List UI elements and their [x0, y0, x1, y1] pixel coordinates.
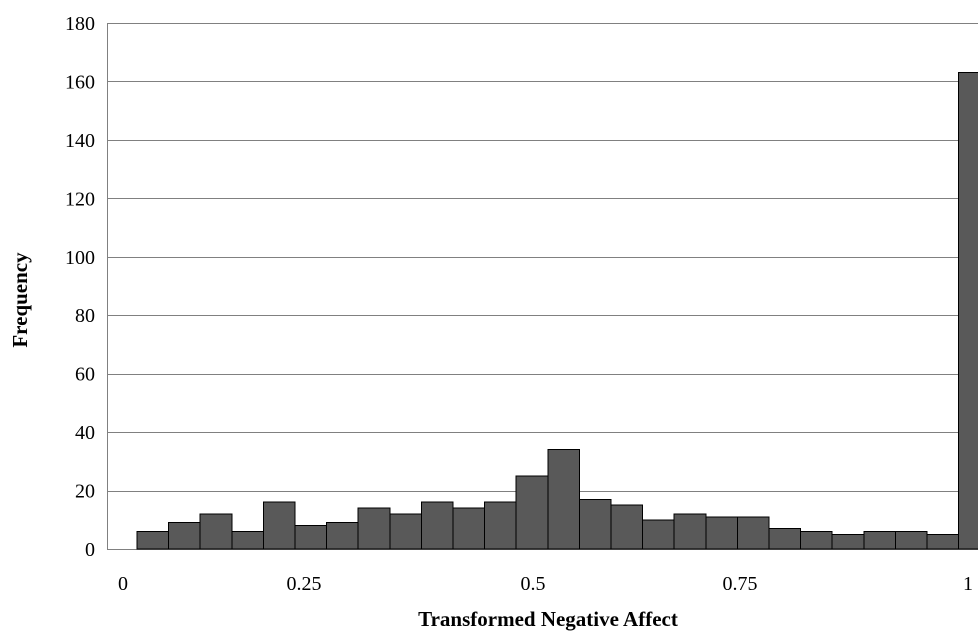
y-tick-label: 120 [65, 188, 95, 210]
histogram-bar [420, 501, 454, 550]
y-tick-label: 0 [85, 539, 95, 561]
histogram-bar [547, 449, 580, 550]
histogram-bar [578, 498, 612, 550]
y-axis-title: Frequency [8, 252, 32, 348]
histogram-bar [262, 501, 296, 550]
x-tick-label: 0.5 [521, 573, 546, 595]
histogram-bar [610, 504, 644, 550]
histogram-bar [958, 72, 978, 550]
x-tick-label: 1 [963, 573, 973, 595]
histogram-bar [800, 531, 833, 550]
histogram-bar [705, 516, 738, 550]
histogram-bar [168, 522, 201, 550]
histogram-bar [199, 513, 233, 550]
x-tick-label: 0 [118, 573, 128, 595]
histogram-bar [389, 513, 422, 550]
x-tick-label: 0.25 [287, 573, 322, 595]
y-tick-label: 80 [75, 305, 95, 327]
gridlines [107, 23, 978, 550]
histogram-bar [326, 522, 359, 550]
x-axis-title: Transformed Negative Affect [418, 607, 678, 631]
y-tick-label: 180 [65, 13, 95, 35]
y-tick-label: 100 [65, 247, 95, 269]
histogram-bar [484, 501, 517, 550]
y-tick-label: 160 [65, 71, 95, 93]
histogram-bar [831, 533, 865, 550]
x-tick-labels: 0 0.25 0.5 0.75 1 [118, 573, 973, 595]
histogram-bar [294, 525, 328, 550]
y-tick-label: 140 [65, 130, 95, 152]
histogram-bar [642, 519, 675, 550]
histogram-bar [452, 507, 486, 550]
x-tick-label: 0.75 [723, 573, 758, 595]
histogram-bar [231, 531, 264, 550]
y-tick-label: 60 [75, 364, 95, 386]
histogram-bar [863, 531, 896, 550]
histogram-bar [768, 528, 802, 550]
histogram-bar [673, 513, 707, 550]
histogram-bar [515, 475, 549, 550]
histogram-bar [136, 531, 170, 550]
bars [136, 72, 978, 550]
histogram-bar [926, 533, 960, 550]
y-tick-label: 20 [75, 481, 95, 503]
y-tick-labels: 0 20 40 60 80 100 120 140 160 180 [65, 13, 95, 561]
histogram-bar [357, 507, 391, 550]
histogram-bar [736, 516, 770, 550]
histogram-bar [894, 531, 928, 550]
y-tick-label: 40 [75, 422, 95, 444]
